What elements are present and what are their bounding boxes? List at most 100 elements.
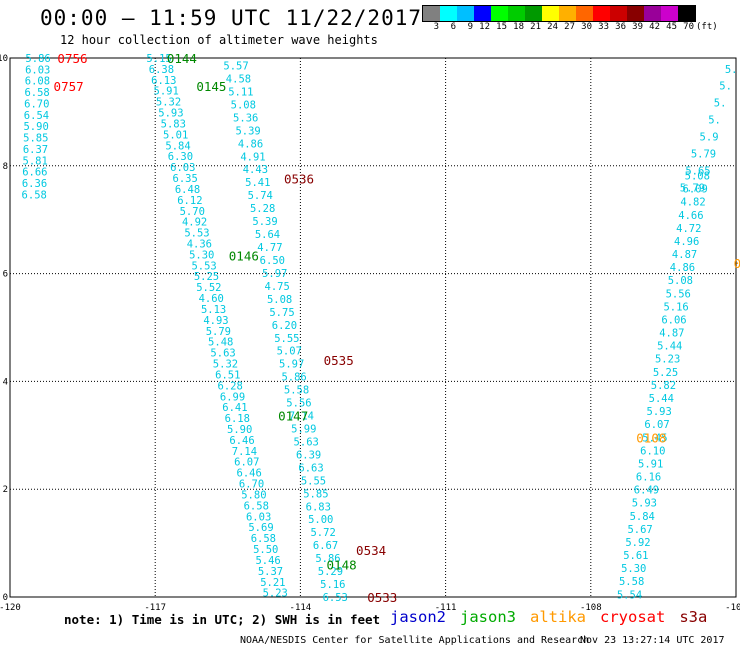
y-tick-label: 4 xyxy=(3,377,8,387)
wave-height-value: 6.58 xyxy=(244,500,269,512)
legend-label: 39 xyxy=(632,22,643,32)
wave-height-value: 6.07 xyxy=(234,457,259,469)
generation-timestamp: Nov 23 13:27:14 UTC 2017 xyxy=(580,635,725,646)
wave-height-value: 6.20 xyxy=(272,320,297,332)
wave-height-value: 6.70 xyxy=(239,479,264,491)
legend-unit: (ft) xyxy=(696,22,718,32)
wave-height-value: 5.93 xyxy=(158,108,183,120)
wave-height-value: 7.14 xyxy=(232,446,257,458)
wave-height-value: 5.23 xyxy=(655,354,680,366)
pass-time-label: 0533 xyxy=(367,590,397,605)
wave-height-value: 6.03 xyxy=(25,64,50,76)
wave-height-value: 5.45 xyxy=(642,432,667,444)
legend-label: 12 xyxy=(479,22,490,32)
wave-height-value: 5.08 xyxy=(685,171,710,183)
wave-height-value: 5.56 xyxy=(286,398,311,410)
wave-height-value: 5.65 xyxy=(685,165,710,177)
wave-height-value: 5.52 xyxy=(196,282,221,294)
wave-height-value: 5.00 xyxy=(308,514,333,526)
wave-height-value: 4.82 xyxy=(680,197,705,209)
wave-height-value: 5.61 xyxy=(623,550,648,562)
wave-height-value: 4.75 xyxy=(265,281,290,293)
wave-height-value: 5.58 xyxy=(284,385,309,397)
pass-time-label: 0756 xyxy=(57,51,87,66)
page-title: 00:00 – 11:59 UTC 11/22/2017 xyxy=(40,6,423,30)
legend-swatch xyxy=(474,6,491,21)
wave-height-value: 6.66 xyxy=(22,167,47,179)
color-scale-legend xyxy=(422,5,696,22)
legend-label: 18 xyxy=(513,22,524,32)
wave-height-value: 6.12 xyxy=(177,195,202,207)
wave-height-value: 6.09 xyxy=(683,184,708,196)
satellite-s3a: s3a xyxy=(679,608,708,626)
legend-label: 6 xyxy=(450,22,456,32)
x-tick-label: -108 xyxy=(580,603,602,613)
wave-height-value: 5.54 xyxy=(617,589,642,601)
wave-height-value: 6.46 xyxy=(237,468,262,480)
legend-label: 21 xyxy=(530,22,541,32)
pass-time-label: 0145 xyxy=(196,79,226,94)
legend-label: 70 xyxy=(683,22,694,32)
wave-height-value: 5.16 xyxy=(320,579,345,591)
satellite-tracks: 5.866.036.086.586.706.545.905.856.375.81… xyxy=(22,53,738,604)
legend-swatch xyxy=(542,6,559,21)
pass-time-label: 0 xyxy=(734,256,740,271)
legend-label: 15 xyxy=(496,22,507,32)
wave-height-value: 5.56 xyxy=(666,288,691,300)
wave-height-value: 7.14 xyxy=(289,411,314,423)
wave-height-value: 6.03 xyxy=(170,162,195,174)
wave-height-value: 5.93 xyxy=(647,406,672,418)
wave-height-value: 5.37 xyxy=(258,566,283,578)
wave-height-value: 4.72 xyxy=(676,223,701,235)
wave-height-value: 6.30 xyxy=(168,151,193,163)
wave-height-value: 5.39 xyxy=(252,216,277,228)
satellite-altika: altika xyxy=(530,608,586,626)
legend-label: 30 xyxy=(581,22,592,32)
wave-height-value: 5.70 xyxy=(180,206,205,218)
wave-height-value: 5.91 xyxy=(638,458,663,470)
wave-height-value: 4.66 xyxy=(678,210,703,222)
wave-height-value: 4.86 xyxy=(670,262,695,274)
legend-swatch xyxy=(457,6,474,21)
wave-height-value: 5.55 xyxy=(274,333,299,345)
wave-height-value: 5.32 xyxy=(213,359,238,371)
wave-height-value: 4.91 xyxy=(240,151,265,163)
pass-time-label: 0144 xyxy=(167,51,197,66)
wave-height-value: 6.08 xyxy=(25,76,50,88)
wave-height-value: 5.81 xyxy=(23,155,48,167)
pass-time-label: 0146 xyxy=(229,248,259,263)
wave-height-value: 6.39 xyxy=(296,449,321,461)
legend-swatch xyxy=(491,6,508,21)
pass-time-label: 0536 xyxy=(284,172,314,187)
legend-label: 24 xyxy=(547,22,558,32)
wave-height-value: 6.51 xyxy=(215,369,240,381)
wave-height-value: 5.44 xyxy=(657,341,682,353)
satellite-legend: jason2 jason3 altika cryosat s3a xyxy=(390,608,721,626)
wave-height-value: 5.39 xyxy=(235,125,260,137)
wave-height-value: 5.50 xyxy=(253,544,278,556)
wave-height-value: 4.96 xyxy=(674,236,699,248)
wave-height-value: 6.16 xyxy=(636,472,661,484)
wave-height-value: 5.01 xyxy=(163,129,188,141)
wave-height-value: 5.48 xyxy=(208,337,233,349)
wave-height-value: 5.82 xyxy=(651,380,676,392)
wave-height-value: 5.97 xyxy=(279,359,304,371)
x-tick-label: -114 xyxy=(290,603,312,613)
wave-height-value: 5.64 xyxy=(255,229,280,241)
wave-height-value: 5.69 xyxy=(248,522,273,534)
legend-swatch xyxy=(559,6,576,21)
wave-height-value: 4.60 xyxy=(199,293,224,305)
wave-height-value: 4.36 xyxy=(187,239,212,251)
wave-height-value: 5.55 xyxy=(301,475,326,487)
pass-time-label: 0108 xyxy=(636,430,666,445)
pass-time-label: 0534 xyxy=(356,543,386,558)
wave-height-value: 5.79 xyxy=(680,182,705,194)
wave-height-value: 6.58 xyxy=(251,533,276,545)
wave-height-value: 5.97 xyxy=(262,268,287,280)
wave-height-value: 5.84 xyxy=(165,140,190,152)
legend-swatch xyxy=(610,6,627,21)
units-note: note: 1) Time is in UTC; 2) SWH is in fe… xyxy=(64,612,381,627)
wave-height-value: 5.25 xyxy=(653,367,678,379)
wave-height-value: 4.92 xyxy=(182,217,207,229)
